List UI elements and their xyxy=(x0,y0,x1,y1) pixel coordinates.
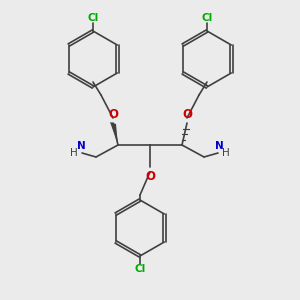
Text: N: N xyxy=(76,141,85,151)
Text: H: H xyxy=(70,148,78,158)
Text: N: N xyxy=(214,141,224,151)
Text: O: O xyxy=(182,107,192,121)
Text: Cl: Cl xyxy=(201,13,213,23)
Text: O: O xyxy=(108,107,118,121)
Text: O: O xyxy=(145,169,155,182)
Text: H: H xyxy=(222,148,230,158)
Polygon shape xyxy=(110,122,118,145)
Text: Cl: Cl xyxy=(134,264,146,274)
Text: Cl: Cl xyxy=(87,13,99,23)
